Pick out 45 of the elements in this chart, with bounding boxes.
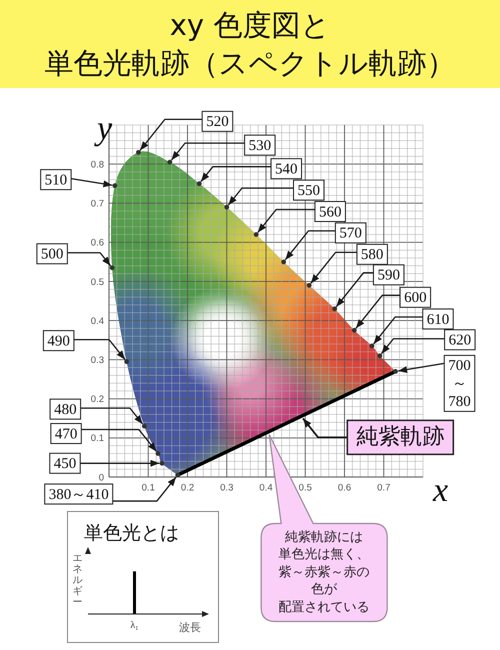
- annotation: 470: [54, 426, 78, 442]
- annotation: 700 ～ 780: [448, 358, 471, 410]
- y-tick-label: 0.6: [90, 238, 104, 249]
- annotation: 380～410: [48, 486, 109, 503]
- x-tick-label: 0.7: [377, 482, 390, 494]
- annotation: 570: [339, 226, 362, 242]
- annotation: 510: [44, 172, 68, 188]
- annotation: 610: [426, 312, 450, 328]
- annotation: 純紫軌跡: [356, 424, 444, 450]
- y-tick-label: 0.4: [90, 316, 104, 327]
- annotation: 490: [47, 333, 70, 350]
- x-tick-label: 0.5: [298, 482, 312, 494]
- annotation: 550: [298, 182, 320, 199]
- annotation: 500: [40, 246, 64, 263]
- x-tick-label: 0.3: [220, 482, 234, 494]
- y-tick-label: 0.2: [90, 394, 104, 406]
- annotation: 480: [54, 402, 77, 418]
- y-tick-label: 0.7: [90, 198, 104, 210]
- x-axis-title: 波長: [179, 621, 201, 634]
- x-tick-label: λ₁: [130, 620, 139, 631]
- annotation: 590: [377, 268, 400, 284]
- x-tick-label: 0.6: [338, 482, 352, 494]
- x-tick-label: 0.2: [180, 482, 194, 494]
- chart-subtitle: 単色光軌跡（スペクトル軌跡）: [44, 46, 456, 80]
- y-axis-title: エネルギー: [72, 553, 83, 608]
- chart-title: 単色光とは: [84, 522, 179, 544]
- chart-title: xy 色度図と: [170, 8, 330, 42]
- annotation: 530: [248, 138, 272, 154]
- annotation: 620: [448, 332, 472, 349]
- text: 純紫軌跡には単色光は無く、紫～赤紫～赤の色が配置されている: [278, 530, 370, 614]
- annotation: 540: [275, 161, 298, 178]
- x-axis-title: x: [432, 472, 448, 509]
- annotation: 520: [206, 114, 229, 130]
- y-tick-label: 0.1: [90, 433, 104, 444]
- x-tick-label: 0.1: [142, 482, 155, 494]
- y-tick-label: 0.5: [90, 276, 104, 288]
- x-tick-label: 0.4: [259, 482, 273, 494]
- annotation: 560: [318, 204, 342, 220]
- y-axis-title: y: [94, 110, 113, 147]
- y-tick-label: 0.3: [90, 354, 104, 366]
- y-tick-label: 0: [98, 472, 104, 484]
- y-tick-label: 0.8: [90, 159, 104, 170]
- annotation: 580: [360, 247, 384, 264]
- annotation: 600: [404, 290, 427, 306]
- annotation: 450: [54, 456, 76, 472]
